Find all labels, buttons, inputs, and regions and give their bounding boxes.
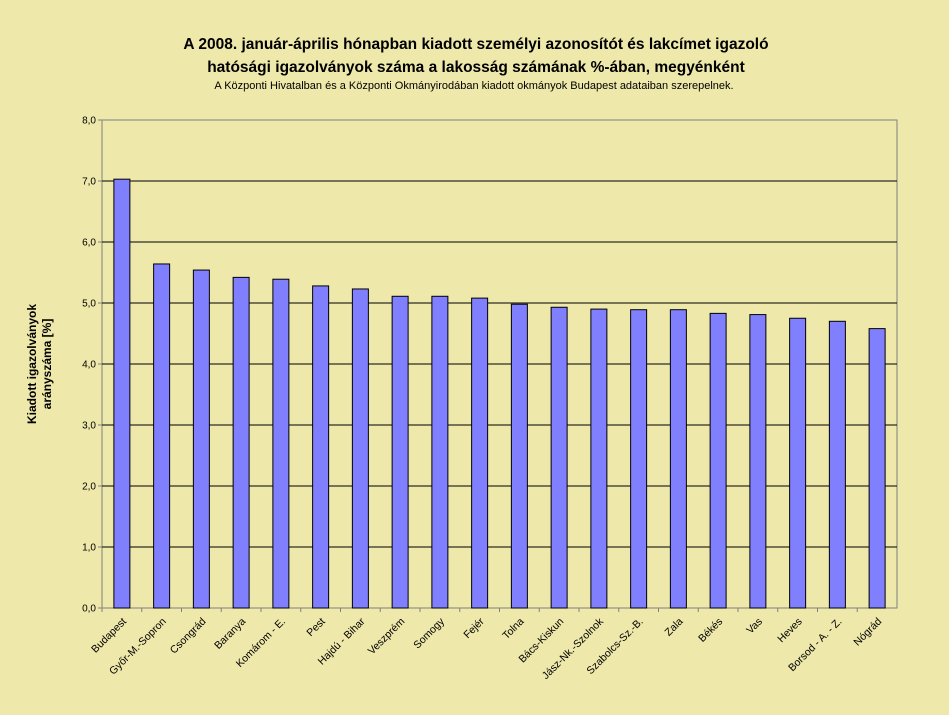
y-axis-label-line-1: Kiadott igazolványok	[25, 304, 39, 424]
x-category-label: Tolna	[500, 616, 526, 642]
x-category-label: Csongrád	[168, 616, 209, 657]
bar	[550, 306, 568, 609]
chart-subtitle: A Központi Hivatalban és a Központi Okmá…	[214, 80, 733, 92]
y-tick-label: 7,0	[82, 177, 96, 188]
bar	[391, 295, 409, 609]
bar	[868, 328, 886, 609]
y-tick-label: 6,0	[82, 238, 96, 249]
y-tick-label: 2,0	[82, 482, 96, 493]
bar	[232, 276, 250, 609]
bar	[153, 263, 171, 609]
bar	[471, 297, 489, 609]
y-tick-label: 0,0	[82, 604, 96, 615]
bar	[312, 285, 330, 609]
x-category-label: Somogy	[411, 615, 447, 651]
y-ticks: 0,0 1,0 2,0 3,0 4,0 5,0 6,0 7,0 8,0	[82, 116, 102, 615]
bar	[828, 320, 846, 609]
bar	[113, 178, 131, 609]
bar	[669, 309, 687, 609]
x-category-label: Budapest	[89, 616, 129, 656]
y-tick-label: 1,0	[82, 543, 96, 554]
y-axis-title: Kiadott igazolványok arányszáma [%]	[25, 304, 54, 424]
x-category-label: Fejér	[461, 615, 487, 641]
bar	[510, 303, 528, 609]
bar	[192, 269, 210, 609]
x-category-label: Pest	[304, 616, 327, 639]
y-tick-label: 4,0	[82, 360, 96, 371]
bar	[709, 312, 727, 609]
x-category-label: Baranya	[212, 616, 248, 652]
x-category-label: Vas	[744, 616, 765, 637]
x-category-label: Békés	[696, 616, 725, 645]
x-category-label: Zala	[663, 616, 686, 639]
bar	[272, 278, 290, 609]
bar	[590, 308, 608, 609]
y-tick-label: 5,0	[82, 299, 96, 310]
y-tick-label: 8,0	[82, 116, 96, 127]
bars	[113, 178, 886, 609]
bar	[630, 309, 648, 609]
x-category-label: Veszprém	[366, 615, 408, 657]
bar	[431, 295, 449, 609]
bar	[789, 317, 807, 609]
x-category-label: Heves	[775, 616, 805, 646]
chart-title-line-1: A 2008. január-április hónapban kiadott …	[183, 36, 768, 53]
y-axis-label-line-2: arányszáma [%]	[40, 319, 54, 410]
y-tick-label: 3,0	[82, 421, 96, 432]
x-category-label: Nógrád	[851, 616, 884, 649]
bar	[351, 288, 369, 609]
chart-title-line-2: hatósági igazolványok száma a lakosság s…	[207, 59, 745, 76]
grid-lines	[102, 180, 897, 548]
bar	[749, 314, 767, 609]
